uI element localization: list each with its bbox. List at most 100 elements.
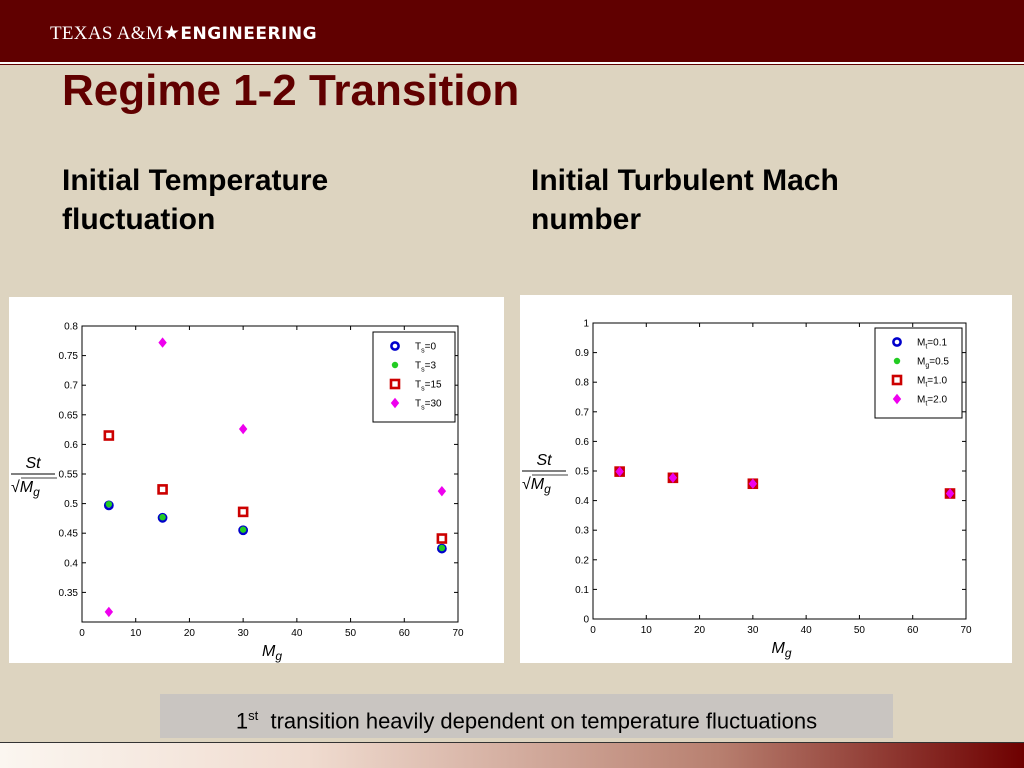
series-2 bbox=[105, 500, 446, 552]
slide-title: Regime 1-2 Transition bbox=[62, 66, 520, 115]
marker-circle bbox=[390, 341, 400, 351]
marker-dot bbox=[105, 500, 113, 508]
y-tick-label: 0.65 bbox=[59, 410, 79, 421]
legend-label-sub: t bbox=[925, 382, 927, 389]
x-tick-label: 20 bbox=[694, 625, 706, 636]
legend-label-rest: =0.1 bbox=[927, 338, 947, 349]
legend-label-rest: =0 bbox=[425, 342, 437, 353]
x-axis-label-sub: g bbox=[275, 649, 282, 663]
legend-label-main: M bbox=[917, 338, 925, 349]
marker-square bbox=[891, 374, 903, 386]
marker-dot bbox=[438, 544, 446, 552]
y-tick-label: 0 bbox=[583, 615, 589, 626]
footer-gradient-bar bbox=[0, 743, 1024, 768]
y-tick-label: 0.8 bbox=[64, 322, 78, 333]
marker-dot bbox=[893, 357, 901, 365]
x-tick-label: 70 bbox=[452, 628, 464, 639]
marker-diamond bbox=[238, 423, 248, 435]
legend-label-sub: s bbox=[421, 386, 425, 393]
right-heading: Initial Turbulent Mach number bbox=[531, 164, 839, 236]
x-tick-label: 30 bbox=[238, 628, 250, 639]
y-tick-label: 0.4 bbox=[575, 496, 589, 507]
marker-square bbox=[436, 533, 448, 544]
legend-label-rest: =3 bbox=[425, 361, 437, 372]
marker-dot bbox=[239, 526, 247, 533]
caption-box: 1st transition heavily dependent on temp… bbox=[160, 694, 893, 738]
x-tick-label: 60 bbox=[907, 625, 919, 636]
y-tick-label: 1 bbox=[583, 319, 589, 330]
legend-label: Mt=2.0 bbox=[917, 395, 947, 408]
y-tick-label: 0.5 bbox=[64, 499, 78, 510]
legend-label-main: M bbox=[917, 357, 925, 368]
y-axis-label-root: √ bbox=[522, 476, 531, 493]
legend-label: Mg=0.5 bbox=[917, 357, 949, 370]
marker-square bbox=[389, 378, 401, 390]
y-axis-label-root: √ bbox=[11, 479, 20, 496]
y-axis-label-numerator: St bbox=[536, 452, 552, 469]
y-tick-label: 0.35 bbox=[59, 588, 79, 599]
x-tick-label: 40 bbox=[291, 628, 303, 639]
x-tick-label: 0 bbox=[79, 628, 85, 639]
y-tick-label: 0.2 bbox=[575, 555, 589, 566]
marker-square bbox=[157, 484, 168, 495]
marker-square bbox=[103, 430, 115, 441]
y-axis-label-den-main: M bbox=[20, 479, 34, 496]
legend-label-main: T bbox=[415, 361, 421, 372]
x-tick-label: 60 bbox=[399, 628, 411, 639]
y-tick-label: 0.75 bbox=[59, 351, 79, 362]
x-axis-label: Mg bbox=[772, 640, 792, 660]
footer-line bbox=[0, 742, 1024, 743]
y-axis-label-denominator: √Mg bbox=[522, 476, 551, 496]
series-3 bbox=[103, 430, 448, 544]
header-divider bbox=[0, 62, 1024, 64]
y-tick-label: 0.5 bbox=[575, 467, 589, 478]
y-axis-label-den-main: M bbox=[531, 476, 545, 493]
caption-superscript: st bbox=[248, 708, 259, 723]
y-axis-label-numerator: St bbox=[25, 455, 41, 472]
x-tick-label: 10 bbox=[130, 628, 142, 639]
legend-label: Ts=0 bbox=[415, 342, 436, 355]
marker-diamond bbox=[892, 393, 902, 405]
legend-label-sub: s bbox=[421, 367, 425, 374]
marker-circle bbox=[892, 337, 902, 347]
legend-label-sub: s bbox=[421, 405, 425, 412]
legend-label: Ts=30 bbox=[415, 399, 442, 412]
x-axis-label-sub: g bbox=[785, 646, 792, 660]
marker-dot bbox=[391, 361, 399, 369]
legend-label-rest: =15 bbox=[425, 380, 442, 391]
legend-box bbox=[874, 327, 963, 419]
x-tick-label: 70 bbox=[960, 625, 972, 636]
right-chart-panel: 0 10 20 30 40 50 60 70 0 0.1 0.2 0.3 0.4 0.5 0.6 0.7 0.8… bbox=[520, 295, 1012, 663]
legend-label-main: T bbox=[415, 399, 421, 410]
x-axis-label-main: M bbox=[772, 640, 786, 657]
legend-box bbox=[372, 331, 456, 423]
x-tick-label: 40 bbox=[801, 625, 813, 636]
y-tick-label: 0.7 bbox=[64, 381, 78, 392]
star-icon: ★ bbox=[163, 23, 181, 44]
marker-diamond bbox=[390, 397, 400, 409]
legend-label-sub: s bbox=[421, 348, 425, 355]
legend: Mt=0.1Mg=0.5Mt=1.0Mt=2.0 bbox=[874, 327, 963, 419]
legend-label-rest: =30 bbox=[425, 399, 442, 410]
legend-label-main: T bbox=[415, 380, 421, 391]
x-tick-label: 50 bbox=[854, 625, 866, 636]
marker-dot bbox=[159, 514, 166, 521]
left-chart-panel: 0 10 20 30 40 50 60 70 0.35 0.4 0.45 0.5 0.55 0.6 0.65… bbox=[9, 297, 504, 663]
y-tick-label: 0.8 bbox=[575, 378, 589, 389]
left-heading: Initial Temperature fluctuation bbox=[62, 164, 329, 236]
caption-number: 1 bbox=[235, 708, 249, 734]
y-axis-label-denominator: √Mg bbox=[11, 479, 40, 499]
legend-label-rest: =1.0 bbox=[927, 376, 947, 387]
x-tick-label: 10 bbox=[641, 625, 653, 636]
x-tick-label: 20 bbox=[184, 628, 196, 639]
y-tick-label: 0.3 bbox=[575, 526, 589, 537]
header-divider-dark bbox=[0, 64, 1024, 65]
logo-text-texas-am: TEXAS A&M bbox=[50, 23, 164, 44]
marker-diamond bbox=[668, 472, 678, 484]
y-tick-label: 0.9 bbox=[575, 348, 589, 359]
y-tick-label: 0.4 bbox=[64, 558, 78, 569]
legend-label: Mt=0.1 bbox=[917, 338, 947, 351]
x-axis-label: Mg bbox=[262, 643, 282, 663]
legend-label: Ts=3 bbox=[415, 361, 436, 374]
